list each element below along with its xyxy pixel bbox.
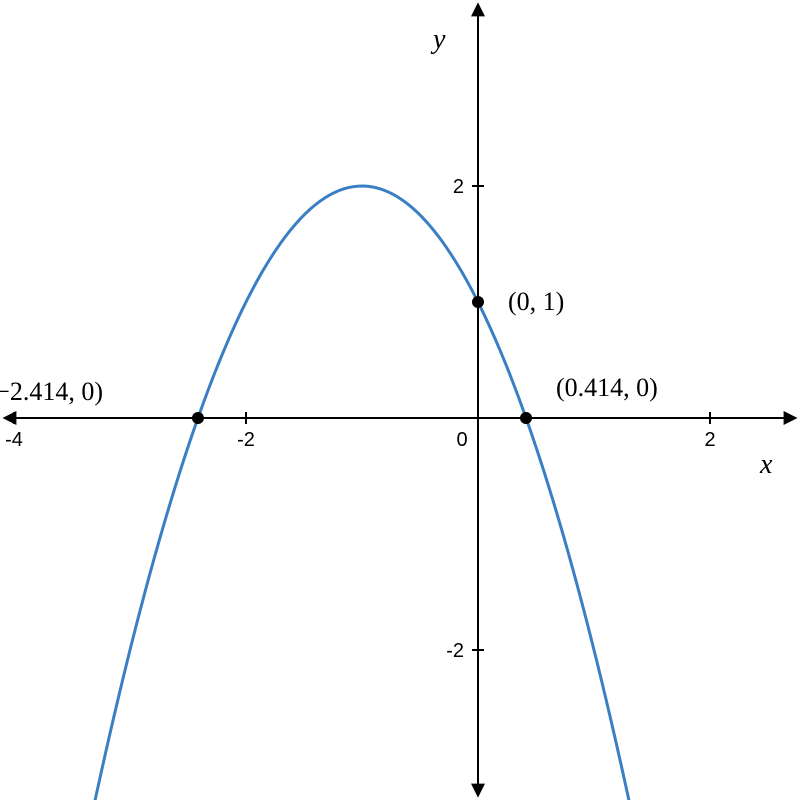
x-axis-label: x xyxy=(759,449,773,480)
data-point-label: (−2.414, 0) xyxy=(0,377,103,406)
data-point-label: (0, 1) xyxy=(508,287,564,316)
y-tick-label: 2 xyxy=(453,176,464,198)
x-tick-label: 2 xyxy=(704,429,715,451)
y-tick-label: -2 xyxy=(446,640,464,662)
parabola-chart: -4-202x-4-22y(−2.414, 0)(0.414, 0)(0, 1) xyxy=(0,0,800,800)
parabola-curve xyxy=(14,186,791,800)
x-tick-label: -2 xyxy=(237,429,255,451)
x-tick-label: 0 xyxy=(456,429,467,451)
data-point-label: (0.414, 0) xyxy=(556,373,658,402)
data-point xyxy=(520,412,532,424)
y-axis-label: y xyxy=(430,24,446,55)
data-point xyxy=(472,296,484,308)
x-tick-label: -4 xyxy=(5,429,23,451)
data-point xyxy=(192,412,204,424)
